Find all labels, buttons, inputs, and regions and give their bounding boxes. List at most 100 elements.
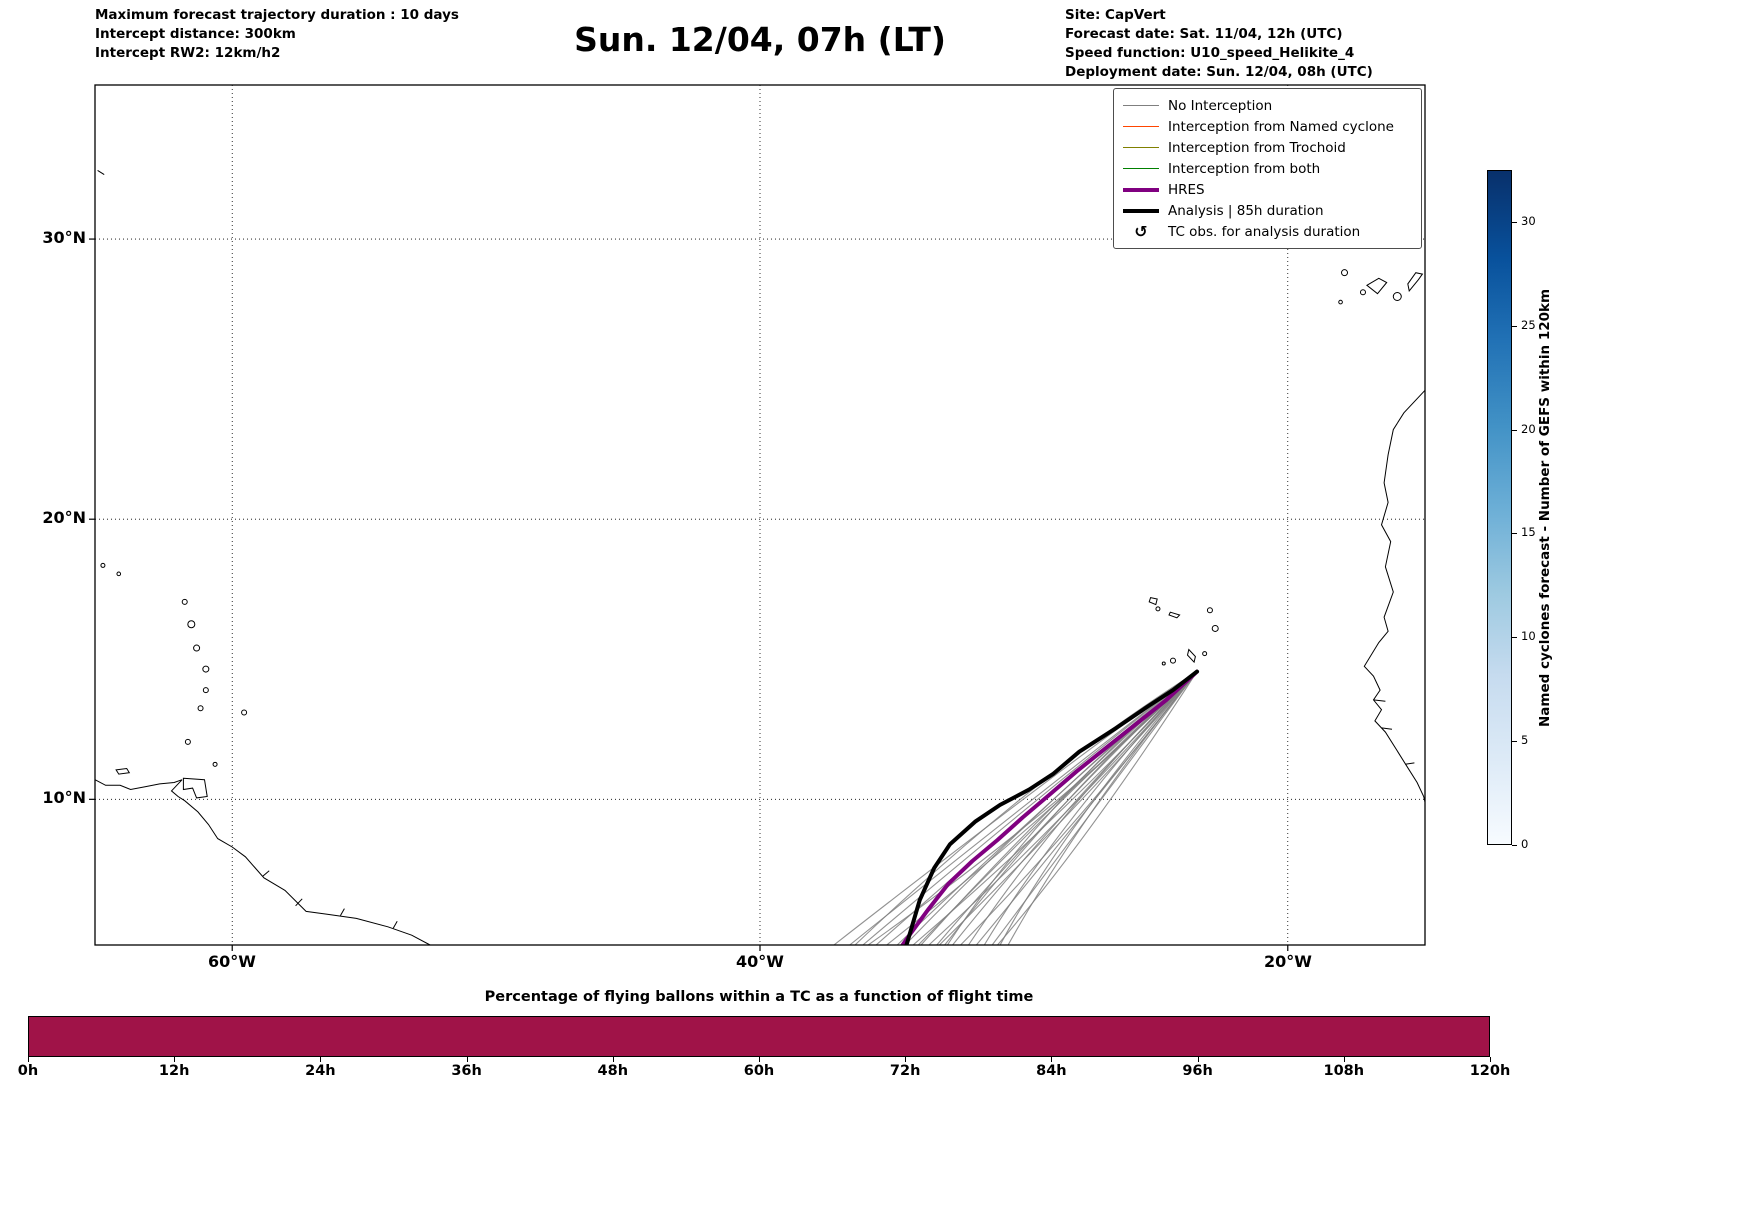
- tc-obs-icon: ↺: [1134, 221, 1148, 241]
- colorbar-tick-mark: [1512, 429, 1517, 431]
- small-island: [1155, 606, 1161, 612]
- legend-item-4: HRES: [1123, 179, 1412, 200]
- lon-tick-20w: 20°W: [1264, 952, 1312, 971]
- flight-time-tick-label: 0h: [17, 1063, 39, 1079]
- small-island: [197, 705, 204, 712]
- hres-trajectory: [900, 669, 1199, 945]
- legend-item-5: Analysis | 85h duration: [1123, 200, 1412, 221]
- flight-time-chart-title: Percentage of flying ballons within a TC…: [484, 989, 1034, 1005]
- legend-line-sample: [1123, 208, 1159, 213]
- flight-time-tick-label: 12h: [158, 1063, 190, 1079]
- small-island: [1202, 651, 1208, 657]
- small-island: [100, 562, 106, 568]
- ensemble-trajectory: [968, 671, 1198, 945]
- small-island: [1359, 289, 1366, 296]
- legend-line-sample: [1123, 187, 1159, 192]
- legend-item-2: Interception from Trochoid: [1123, 137, 1412, 158]
- colorbar-tick-label: 20: [1521, 421, 1536, 436]
- colorbar-tick-mark: [1512, 325, 1517, 327]
- lat-tick-10n: 10°N: [42, 788, 86, 807]
- flight-time-tick-mark: [759, 1057, 760, 1062]
- small-island: [212, 761, 218, 767]
- ensemble-trajectory: [867, 671, 1198, 945]
- legend-item-label: Analysis | 85h duration: [1168, 202, 1324, 219]
- small-island: [202, 665, 210, 673]
- legend-line-sample: [1123, 104, 1159, 107]
- colorbar: [1487, 170, 1512, 845]
- flight-time-tick-label: 96h: [1182, 1063, 1213, 1079]
- small-island: [184, 738, 191, 745]
- coastline-river-mark: [1381, 727, 1393, 730]
- legend-item-0: No Interception: [1123, 95, 1412, 116]
- speed-function-text: Speed function: U10_speed_Helikite_4: [1065, 45, 1355, 61]
- island-sao-nicolau: [1168, 611, 1181, 619]
- island-tenerife: [1366, 277, 1388, 295]
- small-island: [241, 709, 248, 716]
- flight-time-tick-label: 36h: [451, 1063, 482, 1079]
- legend-item-3: Interception from both: [1123, 158, 1412, 179]
- flight-time-tick-mark: [1197, 1057, 1199, 1062]
- small-island: [1161, 661, 1166, 666]
- flight-time-tick-label: 120h: [1469, 1063, 1511, 1079]
- legend-line-sample: [1123, 167, 1159, 170]
- colorbar-tick-mark: [1512, 637, 1517, 639]
- island-margarita: [115, 767, 131, 775]
- deployment-date-text: Deployment date: Sun. 12/04, 08h (UTC): [1065, 64, 1373, 80]
- coastline-river-mark: [339, 908, 345, 916]
- legend-item-1: Interception from Named cyclone: [1123, 116, 1412, 137]
- ensemble-trajectory: [1007, 671, 1198, 945]
- legend-line-sample: [1123, 125, 1159, 128]
- flight-time-tick-label: 108h: [1323, 1063, 1365, 1079]
- legend: No Interception Interception from Named c…: [1113, 88, 1422, 249]
- small-island: [1341, 269, 1349, 277]
- ensemble-trajectory: [999, 671, 1198, 945]
- header-right-block: Site: CapVert Forecast date: Sat. 11/04,…: [1065, 6, 1373, 82]
- colorbar-tick-label: 5: [1521, 733, 1529, 748]
- legend-item-label: HRES: [1168, 181, 1205, 198]
- small-island: [1211, 624, 1219, 632]
- header-left-block: Maximum forecast trajectory duration : 1…: [95, 6, 459, 63]
- coastline-africa: [1363, 389, 1426, 803]
- coastline-river-mark: [295, 898, 303, 907]
- colorbar-tick-label: 25: [1521, 317, 1536, 332]
- flight-time-tick-label: 72h: [889, 1063, 921, 1079]
- colorbar-tick-mark: [1512, 845, 1517, 846]
- intercept-rw2-text: Intercept RW2: 12km/h2: [95, 45, 281, 61]
- legend-line-sample: [1123, 146, 1159, 149]
- flight-time-tick-mark: [28, 1057, 29, 1062]
- colorbar-tick-label: 15: [1521, 525, 1536, 540]
- colorbar-tick-label: 0: [1521, 837, 1529, 851]
- max-duration-text: Maximum forecast trajectory duration : 1…: [95, 7, 459, 23]
- coastline-river-mark: [1405, 762, 1415, 765]
- island-trinidad: [182, 777, 208, 799]
- colorbar-tick-mark: [1512, 221, 1517, 223]
- flight-time-bar: [28, 1016, 1490, 1057]
- flight-time-tick-mark: [1490, 1057, 1491, 1062]
- ensemble-trajectory: [854, 671, 1198, 945]
- intercept-distance-text: Intercept distance: 300km: [95, 26, 296, 42]
- flight-time-tick-mark: [466, 1057, 468, 1062]
- small-island: [1392, 291, 1402, 301]
- legend-item-label: TC obs. for analysis duration: [1168, 223, 1361, 240]
- flight-time-tick-mark: [320, 1057, 322, 1062]
- colorbar-tick-mark: [1512, 741, 1517, 743]
- flight-time-tick-mark: [612, 1057, 614, 1062]
- legend-item-label: Interception from both: [1168, 160, 1321, 177]
- coastline-river-mark: [262, 870, 270, 877]
- legend-item-label: Interception from Named cyclone: [1168, 118, 1394, 135]
- site-text: Site: CapVert: [1065, 7, 1166, 23]
- small-island: [187, 620, 196, 629]
- legend-item-label: No Interception: [1168, 97, 1273, 114]
- small-island: [181, 598, 188, 605]
- small-island: [116, 571, 122, 577]
- coastline-river-mark: [392, 920, 398, 929]
- colorbar-label: Named cyclones forecast - Number of GEFS…: [1537, 288, 1553, 727]
- island-santo-antao: [1148, 597, 1158, 606]
- legend-item-6: ↺ TC obs. for analysis duration: [1123, 221, 1412, 242]
- forecast-date-text: Forecast date: Sat. 11/04, 12h (UTC): [1065, 26, 1343, 42]
- ensemble-trajectory: [997, 671, 1198, 945]
- coastline-river-mark: [1373, 699, 1386, 702]
- ensemble-trajectory: [983, 671, 1198, 945]
- island-bermuda: [97, 169, 105, 176]
